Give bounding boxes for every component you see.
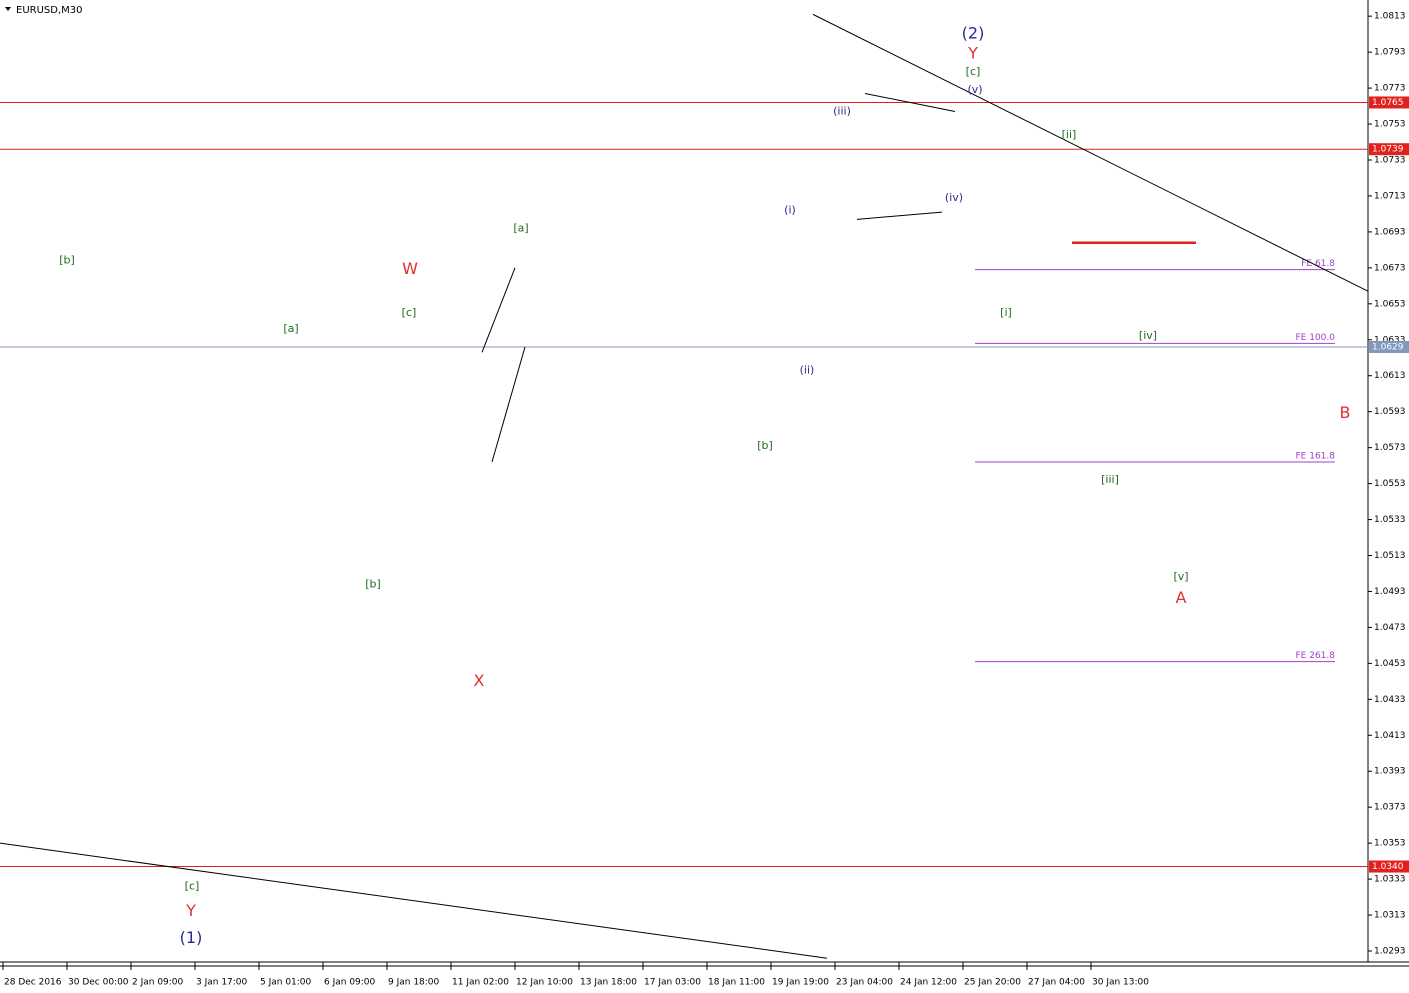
x-tick-label: 3 Jan 17:00 [196,978,248,988]
trend-line [481,267,516,353]
y-tick-label: 1.0713 [1374,191,1406,201]
y-tick-label: 1.0493 [1374,587,1406,597]
y-tick-label: 1.0573 [1374,443,1406,453]
wave-label: [iv] [1139,329,1157,342]
y-tick-label: 1.0333 [1374,875,1406,885]
trend-line [856,211,943,220]
y-tick-label: 1.0553 [1374,479,1406,489]
y-tick-label: 1.0313 [1374,911,1406,921]
wave-label: (v) [967,83,982,96]
wave-label: [a] [283,322,298,335]
price-level-box [1369,860,1409,873]
wave-label: [c] [966,65,981,78]
fib-label: FE 261.8 [1296,651,1336,661]
x-tick-label: 27 Jan 04:00 [1028,978,1085,988]
price-level-label: 1.0340 [1372,862,1404,872]
wave-label: (iii) [833,104,851,117]
x-tick-label: 19 Jan 19:00 [772,978,829,988]
wave-label: [a] [513,221,528,234]
wave-label: A [1176,588,1187,607]
wave-label: [ii] [1062,128,1077,141]
y-tick-label: 1.0533 [1374,515,1406,525]
wave-label: W [402,259,418,278]
y-tick-label: 1.0633 [1374,335,1406,345]
y-tick-label: 1.0473 [1374,623,1406,633]
y-tick-label: 1.0773 [1374,84,1406,94]
x-tick-label: 11 Jan 02:00 [452,978,509,988]
price-level-label: 1.0765 [1372,98,1404,108]
x-tick-label: 6 Jan 09:00 [324,978,376,988]
x-tick-label: 12 Jan 10:00 [516,978,573,988]
y-tick-label: 1.0673 [1374,263,1406,273]
x-tick-label: 30 Jan 13:00 [1092,978,1149,988]
y-tick-label: 1.0353 [1374,839,1406,849]
x-tick-label: 23 Jan 04:00 [836,978,893,988]
y-tick-label: 1.0373 [1374,803,1406,813]
wave-label: [v] [1173,570,1188,583]
y-tick-label: 1.0393 [1374,767,1406,777]
title-marker [5,7,11,11]
price-level-label: 1.0629 [1372,342,1404,352]
x-tick-label: 17 Jan 03:00 [644,978,701,988]
x-tick-label: 13 Jan 18:00 [580,978,637,988]
trend-line [491,346,526,463]
x-tick-label: 30 Dec 00:00 [68,978,129,988]
trend-line [0,842,828,959]
x-tick-label: 24 Jan 12:00 [900,978,957,988]
wave-label: X [474,671,485,690]
wave-label: B [1340,403,1351,422]
wave-label: [b] [757,439,773,452]
wave-label: [c] [185,879,200,892]
wave-label: (i) [784,203,796,216]
wave-label: [c] [402,306,417,319]
y-tick-label: 1.0813 [1374,12,1406,22]
y-tick-label: 1.0293 [1374,947,1406,957]
wave-label: (1) [180,928,203,947]
y-tick-label: 1.0653 [1374,299,1406,309]
wave-label: [b] [59,254,75,267]
x-tick-label: 25 Jan 20:00 [964,978,1021,988]
wave-label: [b] [365,577,381,590]
chart-title: EURUSD,M30 [16,5,82,16]
fib-label: FE 100.0 [1296,333,1336,343]
y-tick-label: 1.0453 [1374,659,1406,669]
wave-label: [i] [1000,306,1012,319]
price-level-label: 1.0739 [1372,145,1404,155]
wave-label: (iv) [945,191,963,204]
wave-label: (ii) [800,363,815,376]
price-level-box [1369,143,1409,156]
x-tick-label: 9 Jan 18:00 [388,978,440,988]
y-tick-label: 1.0753 [1374,120,1406,130]
y-tick-label: 1.0613 [1374,371,1406,381]
y-tick-label: 1.0693 [1374,227,1406,237]
fib-label: FE 61.8 [1301,259,1335,269]
y-tick-label: 1.0593 [1374,407,1406,417]
wave-label: Y [185,901,196,920]
price-level-box [1369,96,1409,109]
trend-line [812,13,1369,292]
price-level-box [1369,340,1409,353]
y-tick-label: 1.0433 [1374,695,1406,705]
x-tick-label: 18 Jan 11:00 [708,978,765,988]
trend-line [864,92,956,112]
x-tick-label: 2 Jan 09:00 [132,978,184,988]
wave-label: [iii] [1101,473,1119,486]
y-tick-label: 1.0733 [1374,156,1406,166]
x-tick-label: 5 Jan 01:00 [260,978,312,988]
wave-label: Y [967,43,978,62]
x-tick-label: 28 Dec 2016 [4,978,62,988]
fib-label: FE 161.8 [1296,452,1336,462]
wave-label: (2) [962,24,985,43]
y-tick-label: 1.0793 [1374,48,1406,58]
y-tick-label: 1.0513 [1374,551,1406,561]
y-tick-label: 1.0413 [1374,731,1406,741]
